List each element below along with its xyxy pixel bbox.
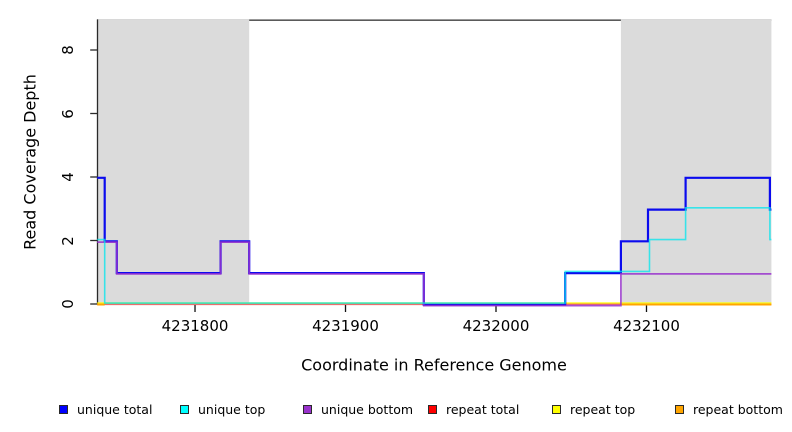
y-tick-label-0: 0	[59, 299, 77, 309]
series-line-unique-bottom	[97, 241, 772, 307]
legend-item-repeat-total: repeat total	[428, 401, 519, 417]
legend-label: unique bottom	[321, 401, 414, 417]
legend-label: unique top	[198, 401, 266, 417]
legend-swatch-repeat-bottom	[675, 404, 684, 414]
legend-swatch-unique-top	[180, 404, 189, 414]
x-axis-title: Coordinate in Reference Genome	[301, 355, 567, 375]
repeat-region-2	[620, 19, 772, 303]
legend-item-unique-bottom: unique bottom	[303, 401, 413, 417]
repeat-region-1	[97, 19, 250, 303]
legend-item-repeat-bottom: repeat bottom	[675, 401, 783, 417]
legend-label: repeat bottom	[693, 401, 783, 417]
legend-label: repeat top	[570, 401, 636, 417]
legend-item-unique-total: unique total	[59, 401, 152, 417]
series-line-unique-top	[97, 207, 772, 304]
x-tick-label-4232000: 4232000	[462, 317, 530, 335]
legend-swatch-repeat-top	[552, 404, 561, 414]
x-tick-label-4232100: 4232100	[613, 317, 680, 335]
legend-swatch-repeat-total	[428, 404, 437, 414]
y-tick-label-6: 6	[59, 108, 77, 119]
y-tick-label-2: 2	[59, 235, 77, 246]
legend-label: unique total	[77, 401, 153, 417]
x-tick-label-4231800: 4231800	[161, 317, 229, 335]
y-axis-title: Read Coverage Depth	[20, 74, 40, 250]
y-tick-label-4: 4	[59, 172, 77, 182]
x-tick-label-4231900: 4231900	[312, 317, 379, 335]
legend-label: repeat total	[446, 401, 520, 417]
legend-swatch-unique-total	[59, 404, 68, 414]
y-tick-label-8: 8	[59, 45, 77, 55]
legend-item-unique-top: unique top	[180, 401, 265, 417]
legend-item-repeat-top: repeat top	[552, 401, 635, 417]
legend-swatch-unique-bottom	[303, 404, 312, 414]
